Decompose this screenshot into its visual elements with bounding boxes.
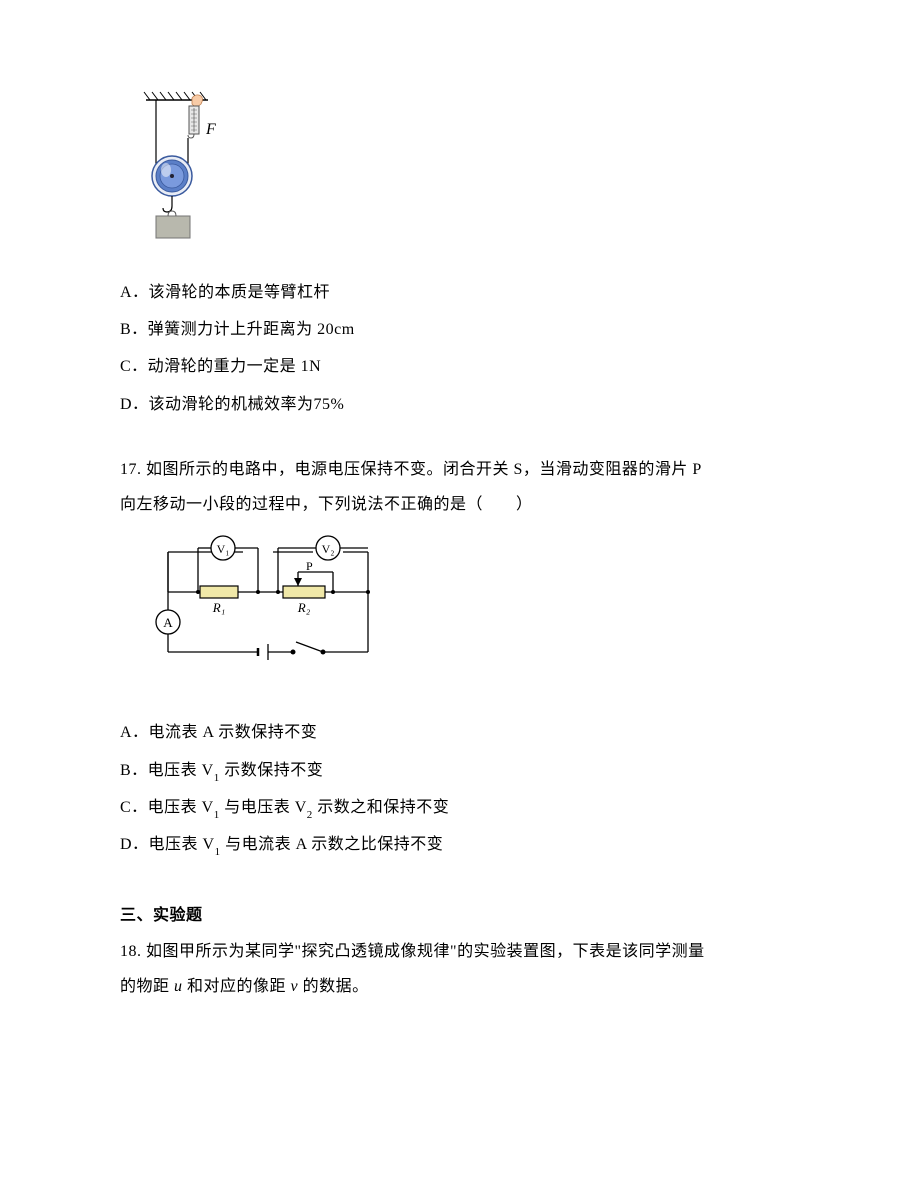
q17-b-suffix: 示数保持不变	[220, 762, 324, 779]
svg-text:R₂: R₂	[297, 600, 311, 615]
q17-c-mid: 与电压表 V	[220, 799, 307, 816]
svg-text:R₁: R₁	[212, 600, 225, 615]
q17-stem: 17. 如图所示的电路中，电源电压保持不变。闭合开关 S，当滑动变阻器的滑片 P…	[120, 452, 800, 522]
q18-line2-suffix: 的数据。	[298, 978, 369, 995]
q16-option-b: B．弹簧测力计上升距离为 20cm	[120, 312, 800, 347]
q17-b-prefix: B．电压表 V	[120, 762, 214, 779]
pulley-diagram: F	[138, 90, 238, 250]
q18-var-v: v	[291, 978, 299, 995]
q18-var-u: u	[174, 978, 183, 995]
q16-option-d: D．该动滑轮的机械效率为75%	[120, 387, 800, 422]
q18-line2-mid: 和对应的像距	[183, 978, 291, 995]
force-label: F	[205, 121, 216, 138]
q17-option-d: D．电压表 V1 与电流表 A 示数之比保持不变	[120, 827, 800, 862]
svg-text:V₁: V₁	[217, 542, 230, 556]
q17-b-sub: 1	[214, 772, 220, 784]
svg-text:A: A	[163, 615, 173, 630]
q17-stem-line1: 17. 如图所示的电路中，电源电压保持不变。闭合开关 S，当滑动变阻器的滑片 P	[120, 461, 702, 478]
q17-d-suffix: 与电流表 A 示数之比保持不变	[221, 836, 444, 853]
q17-d-sub: 1	[215, 846, 221, 858]
q17-d-prefix: D．电压表 V	[120, 836, 215, 853]
q17-stem-line2: 向左移动一小段的过程中，下列说法不正确的是（ ）	[120, 496, 533, 513]
q18-stem: 18. 如图甲所示为某同学"探究凸透镜成像规律"的实验装置图，下表是该同学测量 …	[120, 934, 800, 1004]
svg-text:P: P	[306, 559, 313, 573]
q17-c-sub2: 2	[307, 809, 313, 821]
q17-option-c: C．电压表 V1 与电压表 V2 示数之和保持不变	[120, 790, 800, 825]
q17-c-suffix: 示数之和保持不变	[313, 799, 450, 816]
q17-figure: A V₁ R₁ V₂ R₂ P	[138, 532, 800, 695]
circuit-diagram: A V₁ R₁ V₂ R₂ P	[138, 532, 398, 682]
q18-line2-prefix: 的物距	[120, 978, 174, 995]
q16-figure: F	[138, 90, 800, 250]
q17-c-prefix: C．电压表 V	[120, 799, 214, 816]
section-3-header: 三、实验题	[120, 898, 800, 933]
q16-option-c: C．动滑轮的重力一定是 1N	[120, 349, 800, 384]
q16-option-a: A．该滑轮的本质是等臂杠杆	[120, 275, 800, 310]
svg-text:V₂: V₂	[322, 542, 335, 556]
q17-option-b: B．电压表 V1 示数保持不变	[120, 753, 800, 788]
q18-line1: 18. 如图甲所示为某同学"探究凸透镜成像规律"的实验装置图，下表是该同学测量	[120, 943, 705, 960]
q17-c-sub1: 1	[214, 809, 220, 821]
q17-option-a: A．电流表 A 示数保持不变	[120, 715, 800, 750]
